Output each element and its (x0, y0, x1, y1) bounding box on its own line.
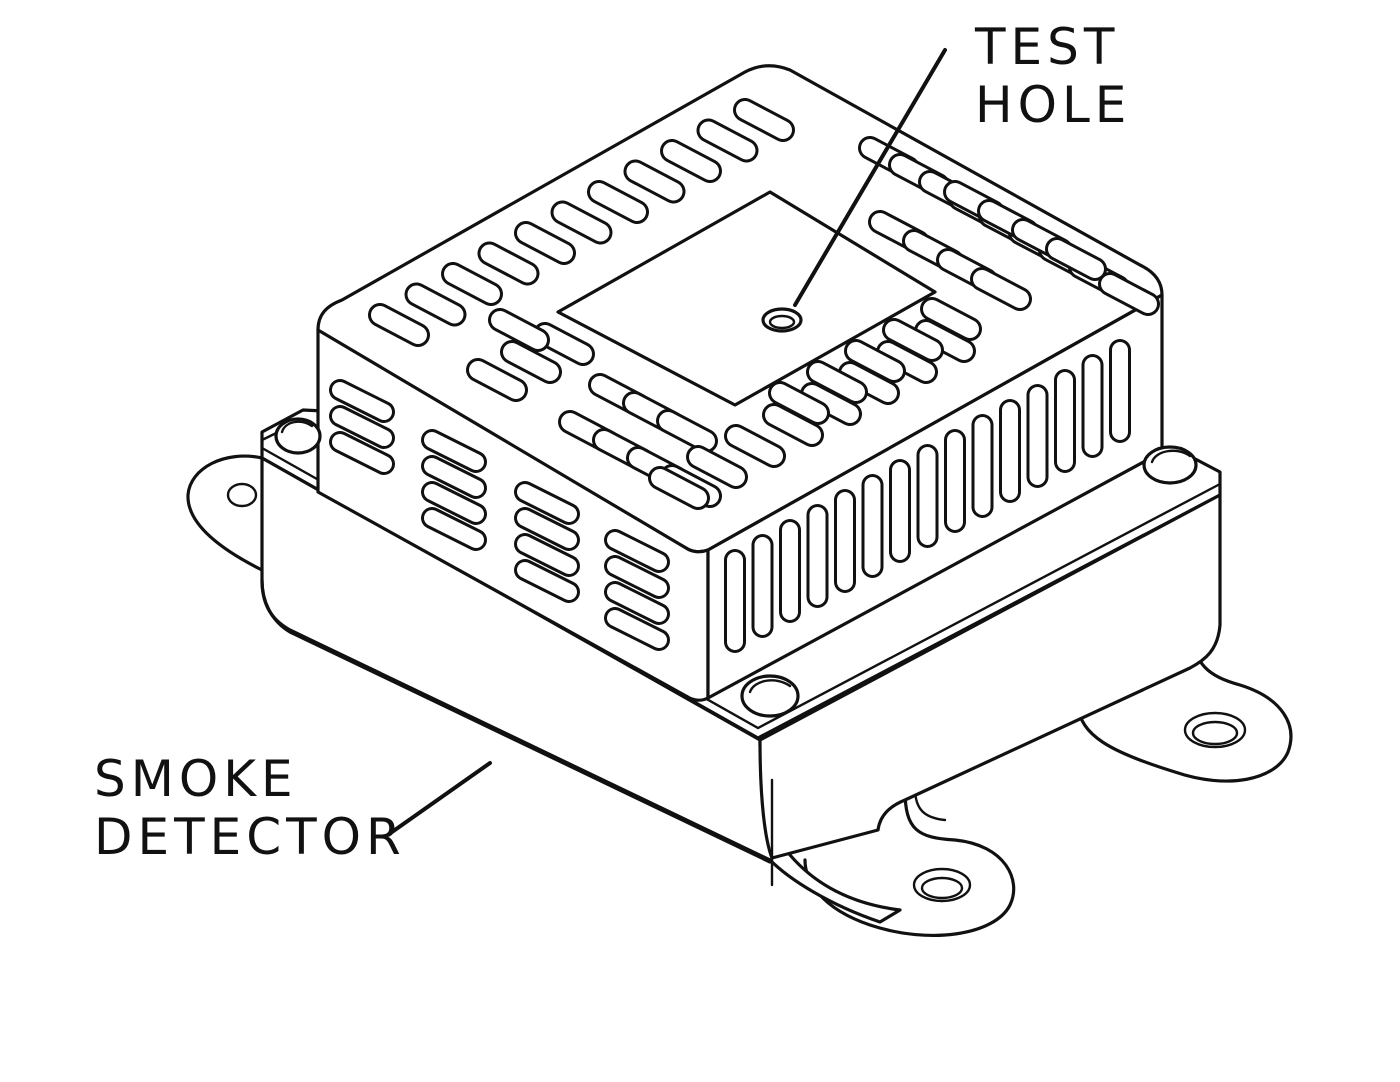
test-hole-label-line-2: HOLE (975, 76, 1132, 134)
vent-slot (623, 159, 686, 204)
top-vent-slots (368, 98, 1160, 510)
left-vent-slots (329, 379, 670, 651)
vent-slot (920, 297, 982, 341)
vent-slot (1098, 272, 1160, 316)
test-hole (761, 307, 803, 333)
smoke-detector-label: SMOKE DETECTOR (94, 750, 406, 866)
vent-slot (800, 382, 862, 426)
vent-slot (648, 466, 710, 510)
vent-slot (421, 429, 487, 473)
base-side-face (758, 493, 1222, 860)
smoke-detector-label-line-1: SMOKE (94, 750, 298, 808)
vent-slot (1045, 237, 1107, 281)
corner-screws (274, 417, 1198, 718)
vent-slot (733, 98, 795, 142)
left-tab-hole (226, 482, 258, 508)
vent-slot (329, 405, 395, 449)
vent-slot (514, 507, 580, 551)
test-hole-label: TEST HOLE (975, 18, 1131, 134)
vent-slot (441, 262, 503, 306)
vent-slot (970, 267, 1032, 311)
vent-slot (550, 200, 613, 245)
vent-slot (686, 445, 748, 489)
vent-slot (882, 318, 944, 362)
vent-slot (604, 555, 670, 599)
right-tab-hole (1183, 711, 1247, 749)
vent-slot (660, 139, 722, 183)
vent-slot (404, 282, 467, 327)
left-mounting-tab (186, 454, 264, 572)
vent-slot (421, 507, 487, 551)
smoke-detector-label-line-2: DETECTOR (94, 808, 406, 866)
vent-slot (514, 481, 580, 525)
vent-slot (488, 308, 550, 352)
test-hole-label-line-1: TEST (975, 18, 1120, 76)
vent-slot (604, 529, 670, 573)
vent-slot (768, 381, 830, 425)
vent-slot (466, 358, 528, 402)
vent-slot (724, 424, 786, 468)
vent-slot (604, 581, 670, 625)
test-hole-leader-line (793, 48, 947, 307)
top-center-plate (556, 190, 937, 407)
vent-slot (477, 241, 540, 286)
vent-slot (533, 322, 595, 366)
vent-slot (762, 403, 824, 447)
vent-slot (914, 319, 976, 363)
right-vent-slots (724, 339, 1131, 653)
vent-slot (514, 559, 580, 603)
vent-slot (514, 221, 576, 265)
vent-slot (876, 340, 938, 384)
vent-slot (844, 339, 906, 383)
vent-slot (696, 118, 759, 163)
vent-slot (329, 431, 395, 475)
screw-back-left (274, 417, 322, 455)
vent-slot (806, 360, 868, 404)
vent-slot (604, 607, 670, 651)
vent-slot (421, 455, 487, 499)
screw-right (1142, 445, 1198, 485)
front-tab-hole (912, 867, 972, 903)
smoke-detector-leader-line (390, 761, 492, 834)
vent-slot (500, 340, 562, 384)
vent-slot (329, 379, 395, 423)
vent-slot (656, 409, 718, 453)
screw-front (740, 674, 800, 718)
vent-slot (587, 180, 649, 224)
vent-slot (514, 533, 580, 577)
vent-slot (838, 361, 900, 405)
vent-slot (368, 303, 430, 347)
vent-slot (421, 481, 487, 525)
